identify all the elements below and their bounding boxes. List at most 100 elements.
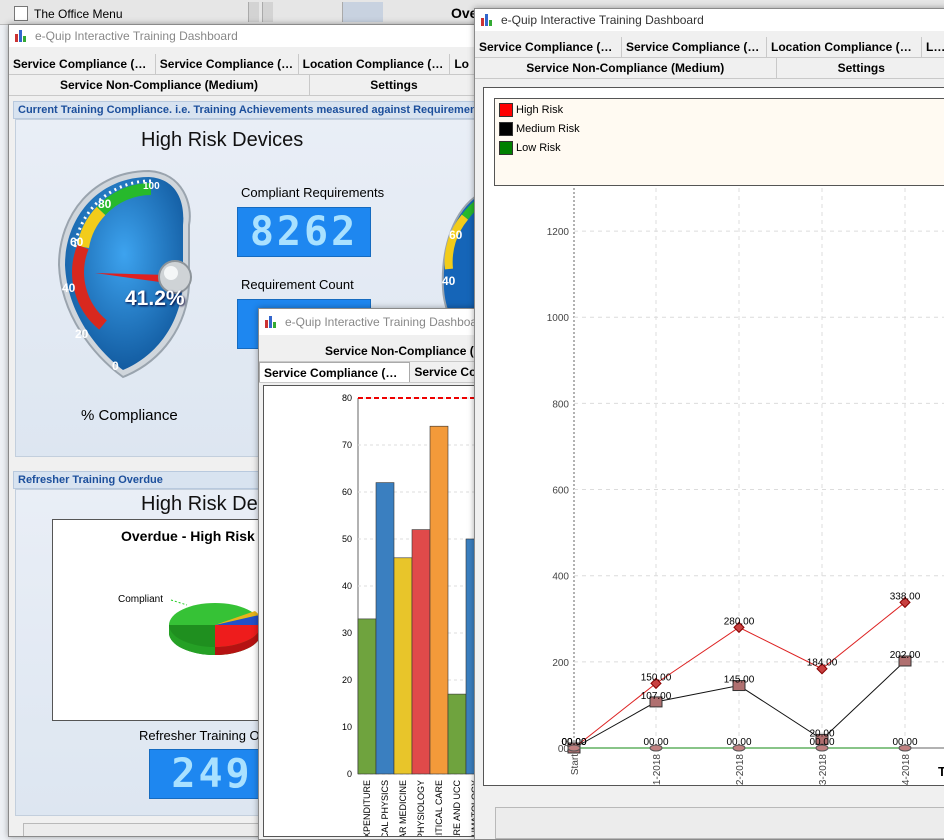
- legend-swatch-red: [499, 103, 513, 117]
- tab-service-compliance-high[interactable]: Service Compliance (Hig...: [475, 37, 622, 57]
- x-tick-label: EXPENDITURE: [362, 780, 372, 836]
- data-label: 00.00: [561, 737, 586, 748]
- window-titlebar[interactable]: e-Quip Interactive Training Dashboard: [9, 25, 479, 47]
- tab-row-1: Service Compliance (Hig... Service Compl…: [475, 37, 944, 58]
- window-title: e-Quip Interactive Training Dashboard: [285, 315, 488, 329]
- data-label: 280.00: [724, 616, 755, 627]
- y-tick-label: 40: [342, 581, 352, 591]
- refresher-training-label: Refresher Training O: [139, 728, 260, 743]
- office-menu-title[interactable]: The Office Menu: [34, 7, 123, 21]
- x-tick-label: ICAL PHYSICS: [380, 780, 390, 836]
- x-tick-label: 03-2018: [818, 754, 829, 785]
- background-divider: [248, 2, 259, 22]
- x-tick-label: 01-2018: [652, 754, 663, 785]
- data-label: 00.00: [561, 737, 586, 748]
- gauge2-tick-60: 60: [449, 228, 463, 242]
- y-tick-label: 200: [552, 658, 569, 669]
- tab-service-non-compliance-medium[interactable]: Service Non-Compliance (Medium): [475, 58, 777, 78]
- background-window-fragment: Ove: [451, 5, 478, 21]
- y-tick-label: 70: [342, 440, 352, 450]
- compliant-requirements-label: Compliant Requirements: [241, 185, 385, 200]
- background-divider-3: [342, 2, 383, 22]
- data-label: 107.00: [641, 691, 672, 702]
- data-point: [815, 744, 829, 752]
- tab-location-compliance-high[interactable]: Location Compliance (Hig...: [767, 37, 922, 57]
- legend-high-risk: High Risk: [499, 103, 563, 117]
- window-titlebar[interactable]: e-Quip Interactive Training Dashboard: [475, 9, 944, 31]
- section-current-compliance-header: Current Training Compliance. i.e. Traini…: [13, 101, 475, 119]
- gauge-tick-80: 80: [98, 197, 112, 211]
- refresher-section-title: High Risk Dev: [141, 493, 268, 515]
- tab-row-1: Service Non-Compliance (M: [259, 341, 499, 362]
- y-tick-label: 00: [558, 744, 570, 755]
- dashboard-window-front[interactable]: e-Quip Interactive Training Dashboard Se…: [474, 8, 944, 840]
- chart-legend: High Risk Medium Risk Low Risk: [494, 98, 944, 186]
- data-label: 00.00: [726, 737, 751, 748]
- x-tick-label: CARE AND UCC: [452, 780, 462, 836]
- window-title: e-Quip Interactive Training Dashboard: [501, 13, 704, 27]
- tab-service-non-compliance-medium[interactable]: Service Non-Compliance (Medium): [9, 75, 310, 95]
- bar-4: [429, 425, 449, 775]
- data-point: [649, 744, 663, 752]
- legend-swatch-black: [499, 122, 513, 136]
- refresher-training-value: 249: [149, 749, 275, 799]
- data-point: [816, 663, 828, 675]
- data-label: 00.00: [643, 737, 668, 748]
- line-chart-area: High Risk Medium Risk Low Risk 00 200 400 6…: [483, 87, 944, 786]
- dashboard-window-middle[interactable]: e-Quip Interactive Training Dashboard Se…: [258, 308, 500, 840]
- y-tick-label: 60: [342, 487, 352, 497]
- gauge-tick-60: 60: [70, 235, 84, 249]
- data-label: 145.00: [724, 675, 755, 686]
- tab-service-compliance-medium[interactable]: Service Compliance (Me...: [622, 37, 767, 57]
- gauge-tick-0: 0: [112, 359, 119, 373]
- tab-settings[interactable]: Settings: [777, 58, 944, 78]
- y-tick-label: 50: [342, 534, 352, 544]
- bar-2: [393, 557, 413, 775]
- bar-3: [411, 529, 431, 775]
- y-tick-label: 30: [342, 628, 352, 638]
- gauge-value: 41.2%: [125, 287, 185, 310]
- data-point: [898, 744, 912, 752]
- tab-row-1: Service Compliance (Hig... Service Compl…: [9, 54, 479, 75]
- y-tick-label: 800: [552, 399, 569, 410]
- data-point: [649, 696, 663, 708]
- bar-0: [357, 618, 377, 775]
- tab-location-compliance-high[interactable]: Location Compliance (Hig...: [299, 54, 451, 74]
- data-label: 20.00: [809, 728, 834, 739]
- legend-label: High Risk: [516, 104, 564, 116]
- y-tick-label: 600: [552, 486, 569, 497]
- data-point: [650, 677, 662, 690]
- data-label: 338.00: [890, 591, 921, 602]
- y-tick-label: 0: [347, 769, 352, 779]
- window-titlebar[interactable]: e-Quip Interactive Training Dashboard: [259, 309, 499, 335]
- y-tick-label: 80: [342, 393, 352, 403]
- tab-service-compliance-high[interactable]: Service Compliance (High): [259, 362, 411, 382]
- gauge2-tick-40: 40: [442, 274, 456, 288]
- legend-medium-risk: Medium Risk: [499, 122, 580, 136]
- pie-label-compliant: Compliant: [118, 594, 164, 605]
- requirement-count-label: Requirement Count: [241, 277, 354, 292]
- tab-location-partial[interactable]: Lo: [922, 37, 944, 57]
- app-chart-icon: [15, 30, 29, 42]
- tab-service-non-compliance-medium[interactable]: Service Non-Compliance (M: [259, 341, 491, 361]
- x-tick-label: 02-2018: [735, 754, 746, 785]
- x-tick-label: 04-2018: [901, 754, 912, 785]
- tab-settings[interactable]: Settings: [310, 75, 479, 95]
- data-label: 184.00: [807, 658, 838, 669]
- tab-service-compliance-medium[interactable]: Service Compliance (Me...: [156, 54, 299, 74]
- y-tick-label: 1200: [547, 227, 570, 238]
- legend-low-risk: Low Risk: [499, 141, 561, 155]
- pie-chart-title: Overdue - High Risk D: [121, 528, 269, 544]
- y-tick-label: 1000: [547, 313, 570, 324]
- legend-label: Low Risk: [516, 142, 561, 154]
- tab-row-2: Service Non-Compliance (Medium) Settings: [475, 58, 944, 79]
- legend-swatch-green: [499, 141, 513, 155]
- x-tick-label: OPHYSIOLOGY: [416, 780, 426, 836]
- gauge-tick-40: 40: [62, 281, 76, 295]
- tab-service-compliance-high[interactable]: Service Compliance (Hig...: [9, 54, 156, 74]
- overdue-pie-chart: [169, 599, 262, 655]
- chart-partial-label: T: [938, 764, 944, 779]
- data-point: [732, 744, 746, 752]
- x-tick-label: EAR MEDICINE: [398, 780, 408, 836]
- data-label: 150.00: [641, 672, 672, 683]
